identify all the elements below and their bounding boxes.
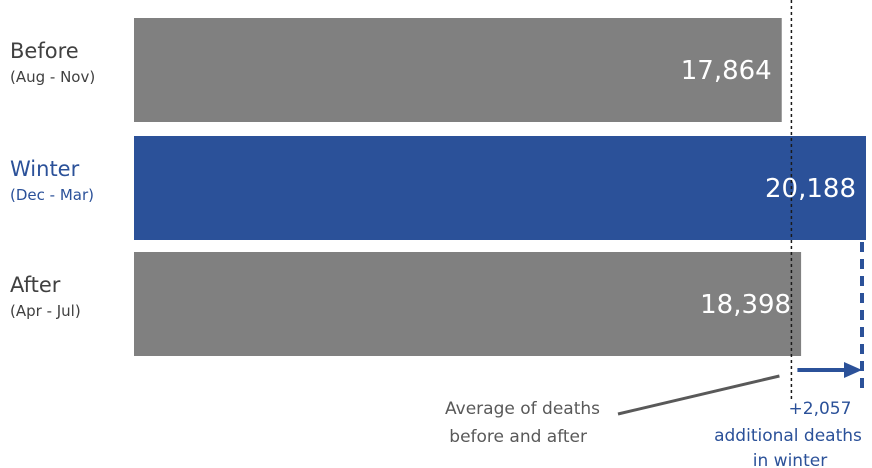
average-callout-line <box>617 374 780 416</box>
reference-label-line1: Average of deaths <box>445 399 600 419</box>
category-label-after: After <box>10 273 61 297</box>
category-label-winter: Winter <box>10 157 80 181</box>
difference-label-line3: in winter <box>753 451 827 468</box>
category-label-before: Before <box>10 39 79 63</box>
category-period-after: (Apr - Jul) <box>10 302 81 320</box>
reference-label-line2: before and after <box>449 427 587 447</box>
value-label-after: 18,398 <box>700 290 791 320</box>
category-period-winter: (Dec - Mar) <box>10 186 94 204</box>
category-period-before: (Aug - Nov) <box>10 68 95 86</box>
value-label-winter: 20,188 <box>765 174 856 204</box>
bar-before <box>134 18 782 122</box>
value-label-before: 17,864 <box>681 56 772 86</box>
bar-winter <box>134 136 866 240</box>
arrow-right-icon <box>844 362 862 378</box>
bar-after <box>134 252 802 356</box>
difference-value-label: +2,057 <box>789 399 852 419</box>
difference-label-line2: additional deaths <box>714 426 862 446</box>
